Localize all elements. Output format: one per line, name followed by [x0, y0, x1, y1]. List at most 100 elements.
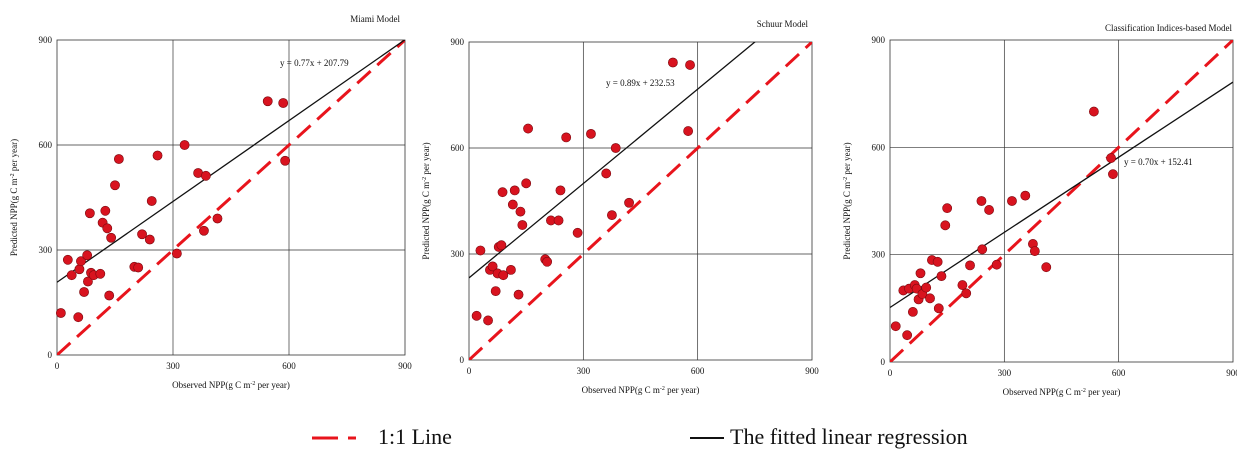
- data-point: [79, 287, 89, 297]
- one-to-one-line: [469, 42, 812, 360]
- data-point: [171, 248, 182, 259]
- data-point: [991, 259, 1002, 270]
- data-point: [62, 254, 73, 265]
- data-point: [984, 205, 994, 215]
- y-tick-label-0: 0: [460, 355, 465, 365]
- data-point: [100, 205, 111, 216]
- data-point: [66, 270, 77, 281]
- legend: 1:1 Line The fitted linear regression: [0, 420, 1237, 453]
- panel-title: Miami Model: [350, 14, 400, 24]
- data-point: [586, 128, 596, 139]
- data-point: [76, 256, 86, 267]
- data-point: [932, 256, 943, 267]
- y-tick-label-300: 300: [872, 250, 886, 260]
- data-point: [667, 57, 678, 68]
- data-point: [940, 220, 951, 231]
- data-point: [523, 123, 533, 134]
- data-point: [133, 262, 144, 273]
- x-tick-label-300: 300: [998, 368, 1012, 378]
- data-point: [74, 264, 85, 275]
- data-point: [475, 245, 486, 256]
- fitted-regression-line: [57, 40, 405, 283]
- fitted-regression-line: [890, 81, 1233, 309]
- data-point: [84, 208, 95, 219]
- data-point: [1041, 262, 1052, 273]
- data-point: [55, 308, 66, 318]
- y-tick-label-900: 900: [451, 37, 465, 47]
- one-to-one-line: [890, 40, 1233, 362]
- plot-frame: [468, 41, 813, 361]
- data-point: [890, 321, 901, 332]
- x-tick-label-300: 300: [166, 361, 180, 371]
- data-point: [976, 196, 987, 206]
- data-point: [624, 197, 634, 208]
- data-point: [1007, 196, 1017, 206]
- x-tick-label-300: 300: [577, 366, 591, 376]
- data-point: [509, 185, 520, 196]
- data-points: [471, 57, 695, 326]
- data-point: [607, 210, 617, 221]
- x-tick-label-900: 900: [398, 361, 412, 371]
- x-tick-label-600: 600: [691, 366, 705, 376]
- data-point: [200, 170, 211, 181]
- data-point: [915, 268, 926, 279]
- legend-label-fitted-regression: The fitted linear regression: [730, 424, 968, 449]
- legend-item-fitted-regression: The fitted linear regression: [688, 424, 968, 450]
- data-point: [977, 244, 988, 255]
- x-tick-label-600: 600: [282, 361, 296, 371]
- regression-equation: y = 0.70x + 152.41: [1124, 157, 1193, 167]
- data-point: [212, 213, 223, 224]
- x-axis-label: Observed NPP(g C m-2 per year): [1003, 387, 1121, 397]
- y-tick-label-0: 0: [881, 357, 886, 367]
- data-point: [179, 140, 190, 150]
- y-axis-label: Predicted NPP(g C m-2 per year): [9, 139, 19, 256]
- legend-item-one-to-one: 1:1 Line: [308, 424, 452, 450]
- y-tick-label-900: 900: [872, 35, 886, 45]
- data-point: [83, 276, 93, 287]
- data-point: [542, 256, 553, 267]
- panel-classification-model: 0 300 600 900 0 300 600 900 Observed NPP(g C m-2…: [842, 23, 1237, 397]
- y-tick-label-300: 300: [39, 245, 53, 255]
- data-point: [1108, 169, 1118, 180]
- panel-miami-model: 0 300 600 900 0 300 600 900 Observed NPP(g C m-2…: [9, 14, 412, 390]
- y-tick-label-900: 900: [39, 35, 53, 45]
- data-points: [55, 96, 291, 323]
- data-point: [498, 270, 509, 281]
- data-point: [144, 234, 155, 245]
- data-point: [936, 271, 947, 282]
- data-point: [483, 315, 493, 326]
- data-point: [561, 132, 572, 143]
- data-point: [907, 307, 918, 317]
- data-point: [572, 227, 583, 238]
- data-point: [902, 330, 913, 341]
- data-point: [555, 185, 566, 196]
- data-point: [278, 98, 289, 108]
- x-axis-label: Observed NPP(g C m-2 per year): [582, 385, 700, 395]
- data-point: [106, 232, 117, 243]
- x-tick-label-900: 900: [805, 366, 819, 376]
- data-point: [685, 60, 695, 70]
- y-tick-label-0: 0: [48, 350, 53, 360]
- data-point: [933, 303, 944, 314]
- panel-title: Classification Indices-based Model: [1105, 23, 1232, 33]
- data-point: [942, 203, 953, 214]
- data-point: [137, 229, 147, 240]
- data-point: [921, 282, 932, 293]
- data-point: [957, 280, 968, 290]
- data-point: [487, 261, 498, 272]
- data-point: [507, 199, 518, 210]
- data-point: [497, 187, 508, 198]
- data-point: [1029, 246, 1040, 256]
- data-point: [199, 225, 209, 236]
- data-point: [262, 96, 273, 107]
- data-point: [471, 310, 482, 321]
- plot-frame: [56, 39, 406, 356]
- plot-frame: [889, 39, 1234, 363]
- data-point: [925, 293, 935, 304]
- data-point: [601, 168, 612, 179]
- data-point: [553, 215, 564, 226]
- legend-label-one-to-one: 1:1 Line: [378, 424, 452, 449]
- data-point: [73, 312, 84, 323]
- x-tick-label-0: 0: [467, 366, 472, 376]
- data-point: [146, 196, 157, 206]
